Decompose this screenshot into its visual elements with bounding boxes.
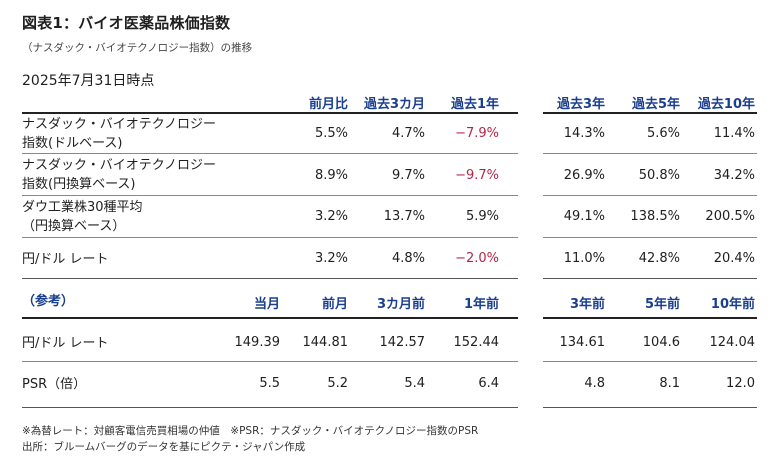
- row-divider: [543, 195, 757, 196]
- reference-label: （参考）: [22, 294, 75, 309]
- table-cell: 5.9%: [465, 209, 499, 224]
- header-1m: 前月比: [308, 97, 348, 112]
- row-label: 円/ドル レート: [22, 336, 109, 351]
- table-cell: 3.2%: [314, 251, 348, 266]
- table-cell: 4.8%: [391, 251, 425, 266]
- table-cell: 144.81: [302, 335, 349, 350]
- header-5y: 過去5年: [631, 97, 680, 112]
- row-label: ダウ工業株30種平均 （円換算ベース）: [22, 200, 143, 234]
- ref-header-current: 当月: [253, 297, 280, 312]
- row-divider: [22, 237, 518, 238]
- table-cell: 13.7%: [383, 209, 425, 224]
- chart-title: 図表1：バイオ医薬品株価指数: [22, 14, 231, 32]
- ref-header-1y-ago: 1年前: [463, 297, 499, 312]
- table-cell: 12.0: [726, 376, 755, 391]
- section-rule: [22, 278, 518, 279]
- row-divider: [22, 195, 518, 196]
- table-cell: 152.44: [453, 335, 500, 350]
- header-1y: 過去1年: [450, 97, 499, 112]
- table-cell: 5.6%: [646, 126, 680, 141]
- table-cell: 4.8: [584, 376, 605, 391]
- header-3y: 過去3年: [556, 97, 605, 112]
- table-cell: 4.7%: [391, 126, 425, 141]
- chart-subtitle: （ナスダック・バイオテクノロジー指数）の推移: [22, 42, 253, 54]
- table-bottom-rule: [543, 407, 757, 408]
- table-cell: 11.4%: [713, 126, 755, 141]
- row-label: ナスダック・バイオテクノロジー 指数(ドルベース): [22, 117, 216, 151]
- ref-header-prev-month: 前月: [321, 297, 348, 312]
- table-cell: 200.5%: [705, 209, 755, 224]
- table-cell: −9.7%: [455, 168, 499, 183]
- row-divider: [543, 153, 757, 154]
- table-cell: 138.5%: [630, 209, 680, 224]
- row-divider: [543, 361, 757, 362]
- ref-header-rule-right: [543, 317, 757, 319]
- table-cell: 8.1: [659, 376, 680, 391]
- table-cell: 11.0%: [563, 251, 605, 266]
- footnote-notes: ※為替レート：対顧客電信売買相場の仲値 ※PSR：ナスダック・バイオテクノロジー…: [22, 425, 479, 437]
- table-cell: 5.5%: [314, 126, 348, 141]
- row-divider: [543, 237, 757, 238]
- table-cell: 149.39: [234, 335, 281, 350]
- header-rule-right: [543, 112, 757, 114]
- ref-header-10y-ago: 10年前: [710, 297, 755, 312]
- table-cell: 50.8%: [638, 168, 680, 183]
- table-cell: 142.57: [379, 335, 426, 350]
- table-cell: −2.0%: [455, 251, 499, 266]
- table-cell: 124.04: [709, 335, 756, 350]
- table-cell: 104.6: [642, 335, 680, 350]
- ref-header-5y-ago: 5年前: [644, 297, 680, 312]
- as-of-date: 2025年7月31日時点: [22, 73, 155, 89]
- table-bottom-rule: [22, 407, 518, 408]
- table-cell: 5.2: [327, 376, 348, 391]
- table-cell: 8.9%: [314, 168, 348, 183]
- table-cell: 5.4: [404, 376, 425, 391]
- table-cell: 14.3%: [563, 126, 605, 141]
- row-label: 円/ドル レート: [22, 252, 109, 267]
- header-3m: 過去3カ月: [363, 97, 425, 112]
- table-cell: 20.4%: [713, 251, 755, 266]
- row-label: PSR（倍）: [22, 377, 87, 392]
- table-cell: −7.9%: [455, 126, 499, 141]
- table-cell: 3.2%: [314, 209, 348, 224]
- row-divider: [22, 153, 518, 154]
- table-cell: 49.1%: [563, 209, 605, 224]
- table-cell: 5.5: [259, 376, 280, 391]
- ref-header-3m-ago: 3カ月前: [376, 297, 425, 312]
- ref-header-3y-ago: 3年前: [569, 297, 605, 312]
- table-cell: 6.4: [478, 376, 499, 391]
- table-cell: 26.9%: [563, 168, 605, 183]
- table-cell: 42.8%: [638, 251, 680, 266]
- table-cell: 9.7%: [391, 168, 425, 183]
- table-cell: 134.61: [559, 335, 606, 350]
- row-divider: [22, 361, 518, 362]
- ref-header-rule-left: [22, 317, 518, 319]
- header-rule-left: [22, 112, 518, 114]
- header-10y: 過去10年: [697, 97, 755, 112]
- table-cell: 34.2%: [713, 168, 755, 183]
- row-label: ナスダック・バイオテクノロジー 指数(円換算ベース): [22, 158, 216, 192]
- footnote-source: 出所：ブルームバーグのデータを基にピクテ・ジャパン作成: [22, 441, 306, 453]
- section-rule: [543, 278, 757, 279]
